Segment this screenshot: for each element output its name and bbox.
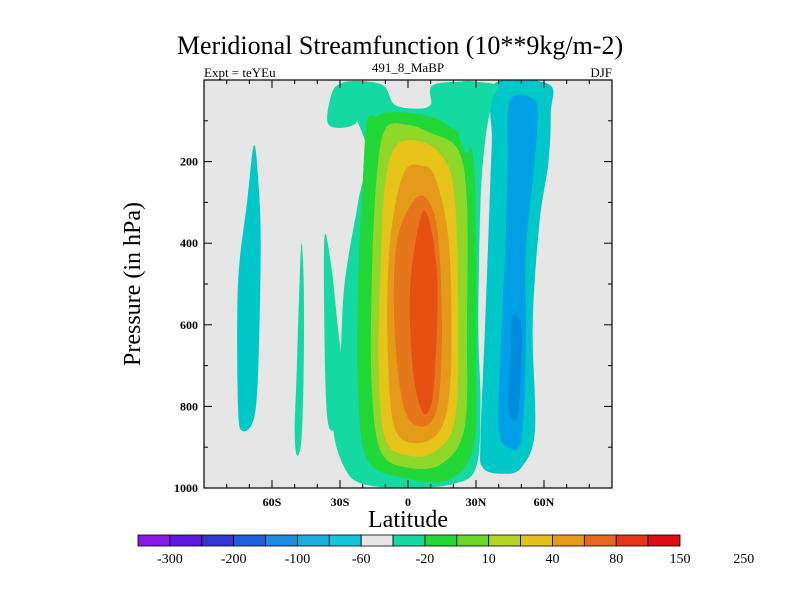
colorbar-label: 80 — [609, 552, 623, 567]
y-axis-label: Pressure (in hPa) — [120, 202, 146, 366]
colorbar-swatch — [137, 534, 171, 547]
x-tick-label: 30S — [331, 495, 350, 509]
colorbar-swatch — [265, 534, 298, 547]
y-tick-label: 800 — [180, 399, 198, 413]
experiment-label: Expt = teYEu — [204, 65, 276, 80]
contour-cap-left — [327, 82, 369, 128]
x-axis-label: Latitude — [368, 507, 448, 533]
contour-north-cell-inner — [498, 94, 538, 451]
colorbar-label: -300 — [157, 552, 183, 567]
colorbar-swatch — [552, 534, 585, 547]
colorbar-swatch — [297, 534, 330, 547]
colorbar-swatch — [328, 534, 362, 547]
x-tick-label: 0 — [405, 495, 411, 509]
colorbar-swatch — [169, 534, 203, 547]
colorbar-swatch — [615, 534, 649, 547]
colorbar-label: 250 — [733, 552, 754, 567]
y-tick-label: 600 — [180, 318, 198, 332]
contour-north-cell-core — [507, 313, 523, 421]
contour-south-polar-cell — [237, 144, 261, 432]
colorbar-label: 150 — [670, 552, 691, 567]
x-tick-label: 60S — [263, 495, 282, 509]
colorbar-swatch — [233, 534, 266, 547]
y-tick-label: 400 — [180, 236, 198, 250]
colorbar-swatch — [392, 534, 426, 547]
colorbar-swatch — [488, 534, 521, 547]
colorbar-label: -20 — [416, 552, 435, 567]
colorbar-swatch — [424, 534, 458, 547]
colorbar-swatch — [520, 534, 553, 547]
colorbar-label: -60 — [352, 552, 371, 567]
colorbar-swatch — [201, 534, 235, 547]
colorbar-label: 10 — [482, 552, 496, 567]
colorbar-label: 40 — [545, 552, 559, 567]
contour-cap-right — [454, 80, 487, 154]
chart-title: Meridional Streamfunction (10**9kg/m-2) — [177, 31, 623, 60]
colorbar-swatch — [583, 534, 617, 547]
season-label: DJF — [590, 65, 612, 80]
colorbar-label: -200 — [221, 552, 247, 567]
y-tick-label: 1000 — [174, 481, 198, 495]
x-tick-label: 30N — [466, 495, 487, 509]
period-label: 491_8_MaBP — [372, 60, 444, 75]
contour-streak-a — [294, 243, 304, 456]
colorbar-label: -100 — [285, 552, 311, 567]
y-tick-label: 200 — [180, 155, 198, 169]
contour-hadley-core — [409, 210, 438, 415]
colorbar-swatch — [456, 534, 490, 547]
colorbar-swatch — [360, 534, 394, 547]
colorbar-swatch — [647, 534, 681, 547]
x-tick-label: 60N — [534, 495, 555, 509]
